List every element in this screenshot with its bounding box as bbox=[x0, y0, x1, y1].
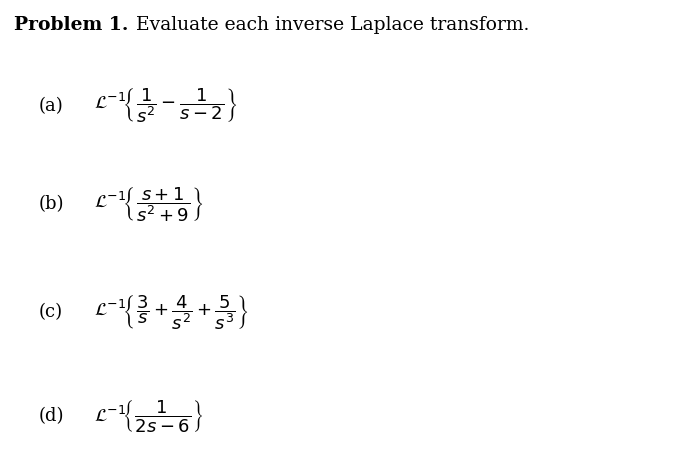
Text: $\mathcal{L}^{-1}\!\left\{\dfrac{s+1}{s^2+9}\right\}$: $\mathcal{L}^{-1}\!\left\{\dfrac{s+1}{s^… bbox=[94, 185, 204, 224]
Text: (a): (a) bbox=[38, 97, 63, 115]
Text: $\mathcal{L}^{-1}\!\left\{\dfrac{3}{s} + \dfrac{4}{s^2} + \dfrac{5}{s^3}\right\}: $\mathcal{L}^{-1}\!\left\{\dfrac{3}{s} +… bbox=[94, 293, 249, 332]
Text: (b): (b) bbox=[38, 196, 64, 213]
Text: (c): (c) bbox=[38, 304, 62, 321]
Text: Problem 1.: Problem 1. bbox=[14, 16, 128, 34]
Text: Evaluate each inverse Laplace transform.: Evaluate each inverse Laplace transform. bbox=[130, 16, 529, 34]
Text: $\mathcal{L}^{-1}\!\left\{\dfrac{1}{s^2} - \dfrac{1}{s-2}\right\}$: $\mathcal{L}^{-1}\!\left\{\dfrac{1}{s^2}… bbox=[94, 86, 238, 125]
Text: $\mathcal{L}^{-1}\!\left\{\dfrac{1}{2s-6}\right\}$: $\mathcal{L}^{-1}\!\left\{\dfrac{1}{2s-6… bbox=[94, 398, 204, 434]
Text: (d): (d) bbox=[38, 407, 64, 425]
